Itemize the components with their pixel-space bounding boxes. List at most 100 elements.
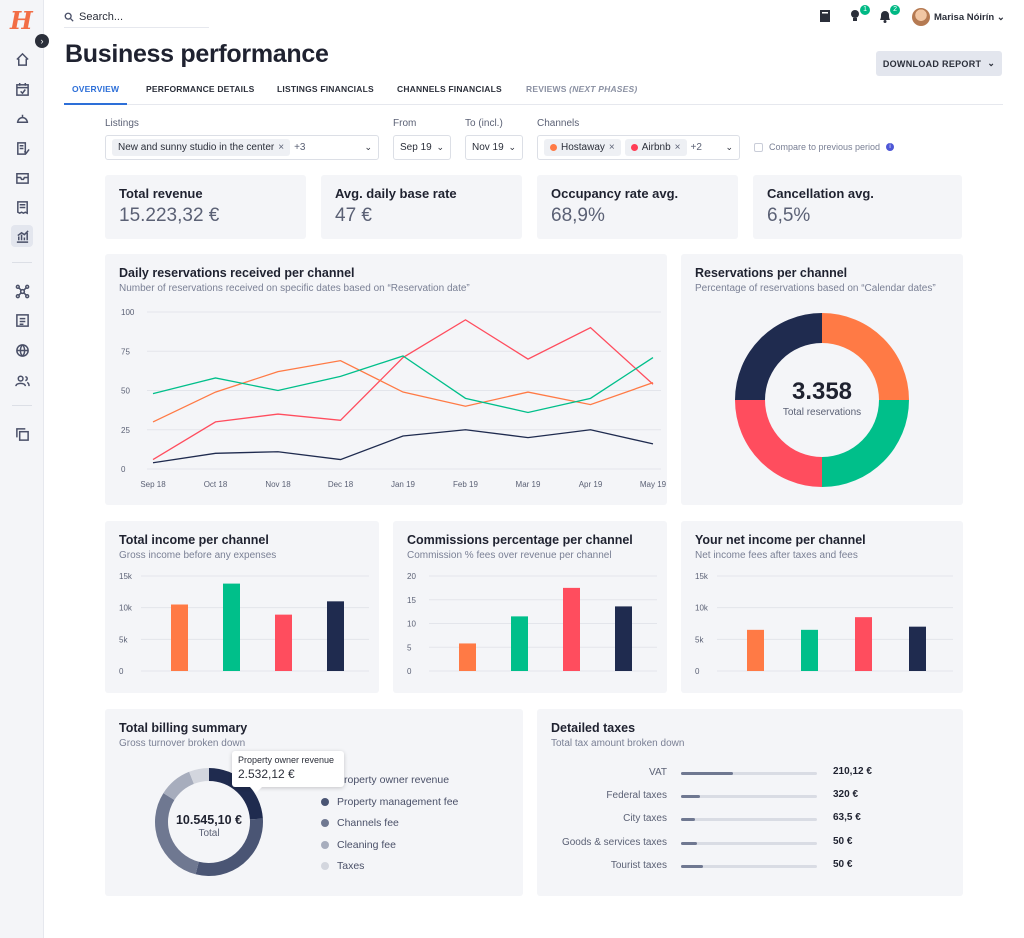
to-select[interactable]: Nov 19 ⌄ <box>465 135 523 160</box>
info-icon[interactable]: i <box>886 143 895 151</box>
chart-title: Daily reservations received per channel <box>119 266 355 280</box>
from-select[interactable]: Sep 19 ⌄ <box>393 135 451 160</box>
kpi-card-total-revenue: Total revenue 15.223,32 € <box>105 175 306 239</box>
tax-bar-track <box>681 795 817 798</box>
close-icon[interactable]: × <box>674 142 681 153</box>
donut-slice <box>822 313 909 400</box>
lightbulb-icon[interactable]: 1 <box>848 5 870 25</box>
receipt-icon[interactable] <box>11 196 33 218</box>
y-tick-label: 15 <box>407 596 416 605</box>
detailed-taxes-card: Detailed taxes Total tax amount broken d… <box>537 709 963 896</box>
chevron-down-icon: ⌄ <box>436 142 444 152</box>
chart-subtitle: Gross turnover broken down <box>119 738 246 749</box>
channel-chip-hostaway[interactable]: Hostaway × <box>544 139 621 156</box>
y-tick-label: 15k <box>119 572 133 581</box>
chevron-down-icon: ⌄ <box>508 142 516 152</box>
legend-dot <box>321 798 329 806</box>
listings-label: Listings <box>105 118 139 129</box>
tab-reviews-label: REVIEWS <box>526 84 567 94</box>
user-name: Marisa Nóirín <box>934 12 995 23</box>
donut-slice <box>163 771 194 801</box>
compare-checkbox[interactable] <box>754 142 763 152</box>
page-title: Business performance <box>65 40 329 68</box>
legend-item: Taxes <box>321 860 364 872</box>
user-menu[interactable]: Marisa Nóirín ⌄ <box>934 12 1005 23</box>
bar <box>747 629 764 671</box>
y-tick-label: 10k <box>695 604 709 613</box>
x-tick-label: Jan 19 <box>391 480 416 489</box>
app-logo[interactable]: H <box>10 6 33 35</box>
chevron-down-icon: ⌄ <box>987 58 996 68</box>
listing-chip[interactable]: New and sunny studio in the center × <box>112 139 291 156</box>
reservations-per-channel-card: Reservations per channel Percentage of r… <box>681 254 963 505</box>
y-tick-label: 5k <box>119 635 128 644</box>
home-icon[interactable] <box>11 48 33 70</box>
channels-select[interactable]: Hostaway × Airbnb × +2 ⌄ <box>537 135 740 160</box>
users-icon[interactable] <box>11 369 33 391</box>
legend-dot <box>321 841 329 849</box>
to-label: To (incl.) <box>465 118 503 129</box>
tab-overview[interactable]: OVERVIEW <box>64 84 128 105</box>
search-placeholder: Search... <box>79 10 124 23</box>
billing-center-value: 10.545,10 € <box>175 813 243 827</box>
y-tick-label: 0 <box>119 667 124 676</box>
chart-subtitle: Commission % fees over revenue per chann… <box>407 550 612 561</box>
to-value: Nov 19 <box>472 142 504 153</box>
bell-icon[interactable]: 2 <box>878 5 900 25</box>
top-bar: Search... 1 2 Marisa Nóirín ⌄ <box>44 0 1024 34</box>
concierge-bell-icon[interactable] <box>11 107 33 129</box>
bar <box>511 616 528 671</box>
donut-slice <box>735 313 822 400</box>
y-tick-label: 25 <box>121 426 130 435</box>
compare-toggle[interactable]: Compare to previous period i <box>754 142 895 152</box>
listings-more-count: +3 <box>294 142 306 153</box>
analytics-icon[interactable] <box>11 225 33 247</box>
bar <box>563 587 580 671</box>
tax-label: VAT <box>649 767 667 778</box>
chevron-down-icon: ⌄ <box>725 142 733 152</box>
y-tick-label: 50 <box>121 387 130 396</box>
close-icon[interactable]: × <box>608 142 615 153</box>
line-chart: 0 25 50 75 100 Sep 18 Oct 18 Nov 18 Dec 18 Jan 19… <box>121 308 667 489</box>
integrations-icon[interactable] <box>11 280 33 302</box>
y-tick-label: 100 <box>121 308 135 317</box>
x-tick-label: Nov 18 <box>265 480 291 489</box>
legend-dot <box>321 819 329 827</box>
legend-label: Taxes <box>337 860 365 872</box>
close-icon[interactable]: × <box>278 142 285 153</box>
tax-bar-fill <box>681 795 701 798</box>
tooltip-value: 2.532,12 € <box>238 767 295 781</box>
bar <box>459 643 476 671</box>
channel-chip-airbnb[interactable]: Airbnb × <box>624 139 687 156</box>
list-icon[interactable] <box>11 309 33 331</box>
chart-title: Total billing summary <box>119 721 248 735</box>
copy-icon[interactable] <box>11 423 33 445</box>
book-icon[interactable] <box>818 9 834 25</box>
legend-label: Cleaning fee <box>337 839 396 851</box>
avatar[interactable] <box>912 8 930 26</box>
legend-item: Channels fee <box>321 817 399 829</box>
download-report-button[interactable]: DOWNLOAD REPORT ⌄ <box>876 51 1002 76</box>
tab-listings-financials[interactable]: LISTINGS FINANCIALS <box>277 84 374 94</box>
kpi-label: Cancellation avg. <box>767 186 874 201</box>
kpi-card-cancellation: Cancellation avg. 6,5% <box>753 175 962 239</box>
lightbulb-badge: 1 <box>860 5 870 15</box>
donut-slice <box>195 818 263 876</box>
channel-chip-label: Airbnb <box>641 142 671 153</box>
tax-bar-track <box>681 772 817 775</box>
listings-select[interactable]: New and sunny studio in the center × +3 ⌄ <box>105 135 379 160</box>
search-input[interactable]: Search... <box>64 6 209 28</box>
tab-channels-financials[interactable]: CHANNELS FINANCIALS <box>397 84 502 94</box>
inbox-icon[interactable] <box>11 166 33 188</box>
bar <box>909 626 926 671</box>
x-tick-label: Oct 18 <box>204 480 228 489</box>
total-income-card: Total income per channel Gross income be… <box>105 521 379 693</box>
tab-performance-details[interactable]: PERFORMANCE DETAILS <box>146 84 255 94</box>
legend-label: Property management fee <box>337 796 459 808</box>
y-tick-label: 5 <box>407 643 412 652</box>
tasks-icon[interactable] <box>11 137 33 159</box>
calendar-icon[interactable] <box>11 78 33 100</box>
bar <box>801 629 818 671</box>
globe-icon[interactable] <box>11 339 33 361</box>
collapse-sidebar-button[interactable]: › <box>35 34 49 48</box>
